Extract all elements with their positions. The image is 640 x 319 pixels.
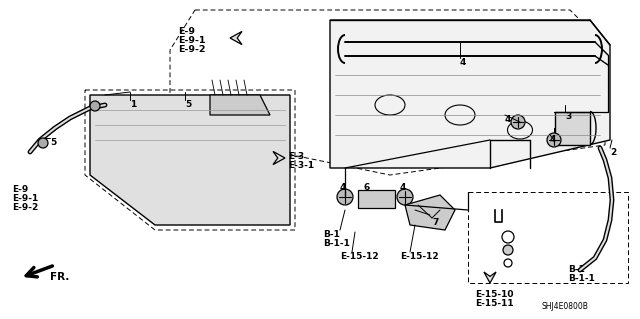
Circle shape: [397, 189, 413, 205]
Text: 3: 3: [565, 112, 572, 121]
Text: SHJ4E0800B: SHJ4E0800B: [542, 302, 589, 311]
Text: 4: 4: [400, 183, 406, 192]
Polygon shape: [90, 95, 290, 225]
Text: 5: 5: [185, 100, 191, 109]
Text: B-1: B-1: [568, 265, 585, 274]
Text: 4: 4: [460, 58, 467, 67]
Text: E-9-1: E-9-1: [178, 36, 205, 45]
Text: E-9: E-9: [12, 185, 28, 194]
Text: 1: 1: [130, 100, 136, 109]
Text: 7: 7: [432, 218, 438, 227]
Text: 4: 4: [340, 183, 346, 192]
Text: E-9-2: E-9-2: [178, 45, 205, 54]
Text: E-15-10: E-15-10: [475, 290, 513, 299]
Text: 4: 4: [550, 135, 556, 144]
Text: E-9-2: E-9-2: [12, 203, 38, 212]
Text: B-1-1: B-1-1: [323, 239, 350, 248]
Text: FR.: FR.: [50, 272, 69, 282]
Polygon shape: [330, 20, 610, 168]
Polygon shape: [555, 112, 590, 145]
Text: E-3: E-3: [288, 152, 304, 161]
Circle shape: [337, 189, 353, 205]
Polygon shape: [405, 195, 455, 230]
Circle shape: [38, 138, 48, 148]
Text: E-9-1: E-9-1: [12, 194, 38, 203]
Polygon shape: [358, 190, 395, 208]
Text: E-15-12: E-15-12: [340, 252, 379, 261]
Polygon shape: [210, 95, 270, 115]
Text: E-15-12: E-15-12: [400, 252, 438, 261]
Text: E-15-11: E-15-11: [475, 299, 514, 308]
Text: 6: 6: [363, 183, 369, 192]
Text: E-9: E-9: [178, 27, 195, 36]
Polygon shape: [484, 272, 496, 283]
Circle shape: [503, 245, 513, 255]
Circle shape: [547, 133, 561, 147]
Text: E-3-1: E-3-1: [288, 161, 314, 170]
Circle shape: [511, 115, 525, 129]
Text: 5: 5: [50, 138, 56, 147]
Text: B-1-1: B-1-1: [568, 274, 595, 283]
Text: 4: 4: [505, 115, 511, 124]
Polygon shape: [273, 152, 285, 165]
Text: B-1: B-1: [323, 230, 340, 239]
Polygon shape: [230, 31, 242, 45]
Circle shape: [90, 101, 100, 111]
Text: 2: 2: [610, 148, 616, 157]
